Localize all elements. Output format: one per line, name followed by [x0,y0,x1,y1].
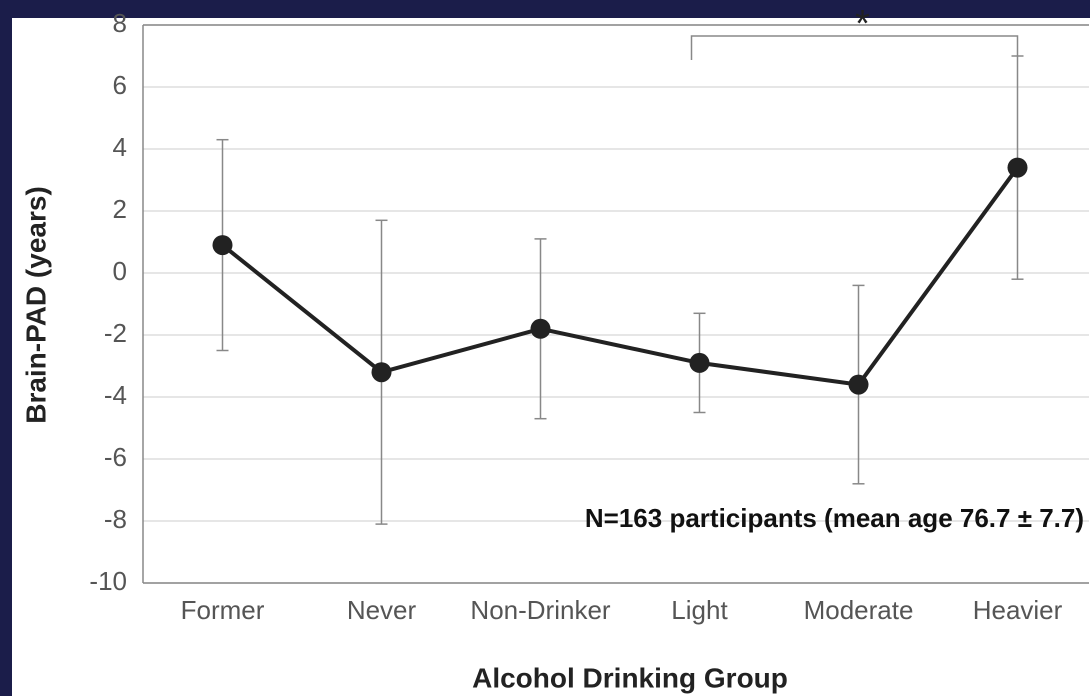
y-tick-label: -8 [104,504,127,534]
y-tick-label: -4 [104,380,127,410]
annotation: N=163 participants (mean age 76.7 ± 7.7) [585,503,1084,533]
x-axis-label: Alcohol Drinking Group [472,662,788,693]
y-tick-label: -2 [104,318,127,348]
x-tick-label: Moderate [804,595,914,625]
y-tick-label: 6 [113,70,127,100]
y-tick-label: 2 [113,194,127,224]
y-tick-label: 0 [113,256,127,286]
point [1007,157,1028,178]
y-tick-label: 8 [113,8,127,38]
point [530,318,551,339]
x-tick-label: Former [181,595,265,625]
y-axis-label: Brain-PAD (years) [20,186,51,424]
point [212,235,233,256]
point [371,362,392,383]
y-tick-label: -6 [104,442,127,472]
y-tick-label: 4 [113,132,127,162]
point [689,352,710,373]
x-tick-label: Never [347,595,417,625]
point [848,374,869,395]
y-tick-label: -10 [89,566,127,596]
annotation: * [855,3,870,45]
x-tick-label: Non-Drinker [470,595,610,625]
series-line [221,166,1020,387]
x-tick-label: Heavier [973,595,1063,625]
significance-bracket [690,35,1019,60]
x-tick-label: Light [671,595,728,625]
